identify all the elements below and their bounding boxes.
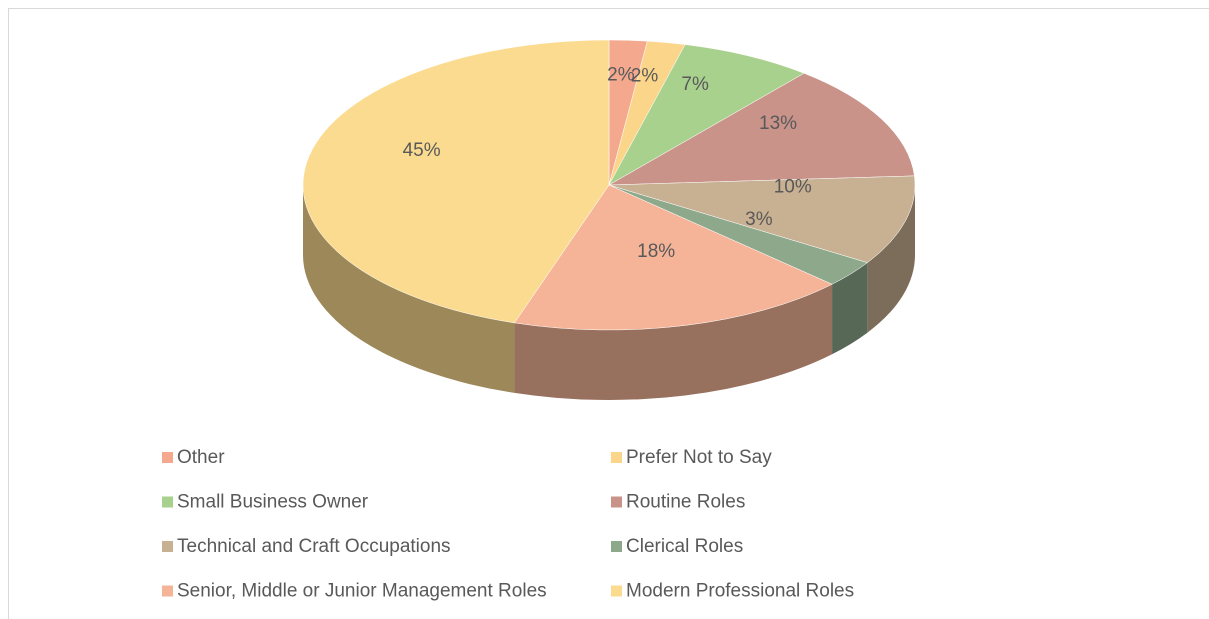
legend-swatch bbox=[162, 585, 173, 597]
data-label: 2% bbox=[631, 66, 659, 87]
data-label: 7% bbox=[681, 74, 709, 95]
slice-side bbox=[867, 185, 916, 333]
legend-label: Routine Roles bbox=[626, 492, 745, 513]
legend-swatch bbox=[162, 496, 173, 508]
slice-side bbox=[832, 262, 868, 355]
legend-swatch bbox=[611, 496, 622, 508]
legend-swatch bbox=[162, 541, 173, 552]
chart-frame bbox=[8, 8, 1209, 619]
data-label: 3% bbox=[745, 209, 773, 230]
slice bbox=[608, 44, 805, 186]
data-label: 2% bbox=[607, 64, 635, 85]
legend-label: Clerical Roles bbox=[626, 536, 743, 557]
data-label: 18% bbox=[637, 241, 675, 262]
legend-swatch bbox=[611, 452, 622, 463]
slice bbox=[514, 184, 833, 331]
legend-label: Technical and Craft Occupations bbox=[177, 536, 451, 557]
data-label: 45% bbox=[403, 140, 441, 161]
legend-swatch bbox=[611, 585, 622, 597]
legend-label: Small Business Owner bbox=[177, 492, 369, 513]
slice bbox=[302, 39, 610, 324]
legend-swatch bbox=[611, 541, 622, 552]
data-label: 10% bbox=[774, 176, 812, 197]
legend-label: Other bbox=[177, 447, 225, 468]
legend-swatch bbox=[162, 452, 173, 463]
legend-label: Modern Professional Roles bbox=[626, 581, 854, 602]
legend-label: Prefer Not to Say bbox=[626, 447, 772, 468]
slice bbox=[608, 175, 916, 263]
legend-label: Senior, Middle or Junior Management Role… bbox=[177, 581, 547, 602]
slice bbox=[608, 72, 915, 186]
slice-side bbox=[303, 185, 515, 393]
data-label: 13% bbox=[759, 113, 797, 134]
